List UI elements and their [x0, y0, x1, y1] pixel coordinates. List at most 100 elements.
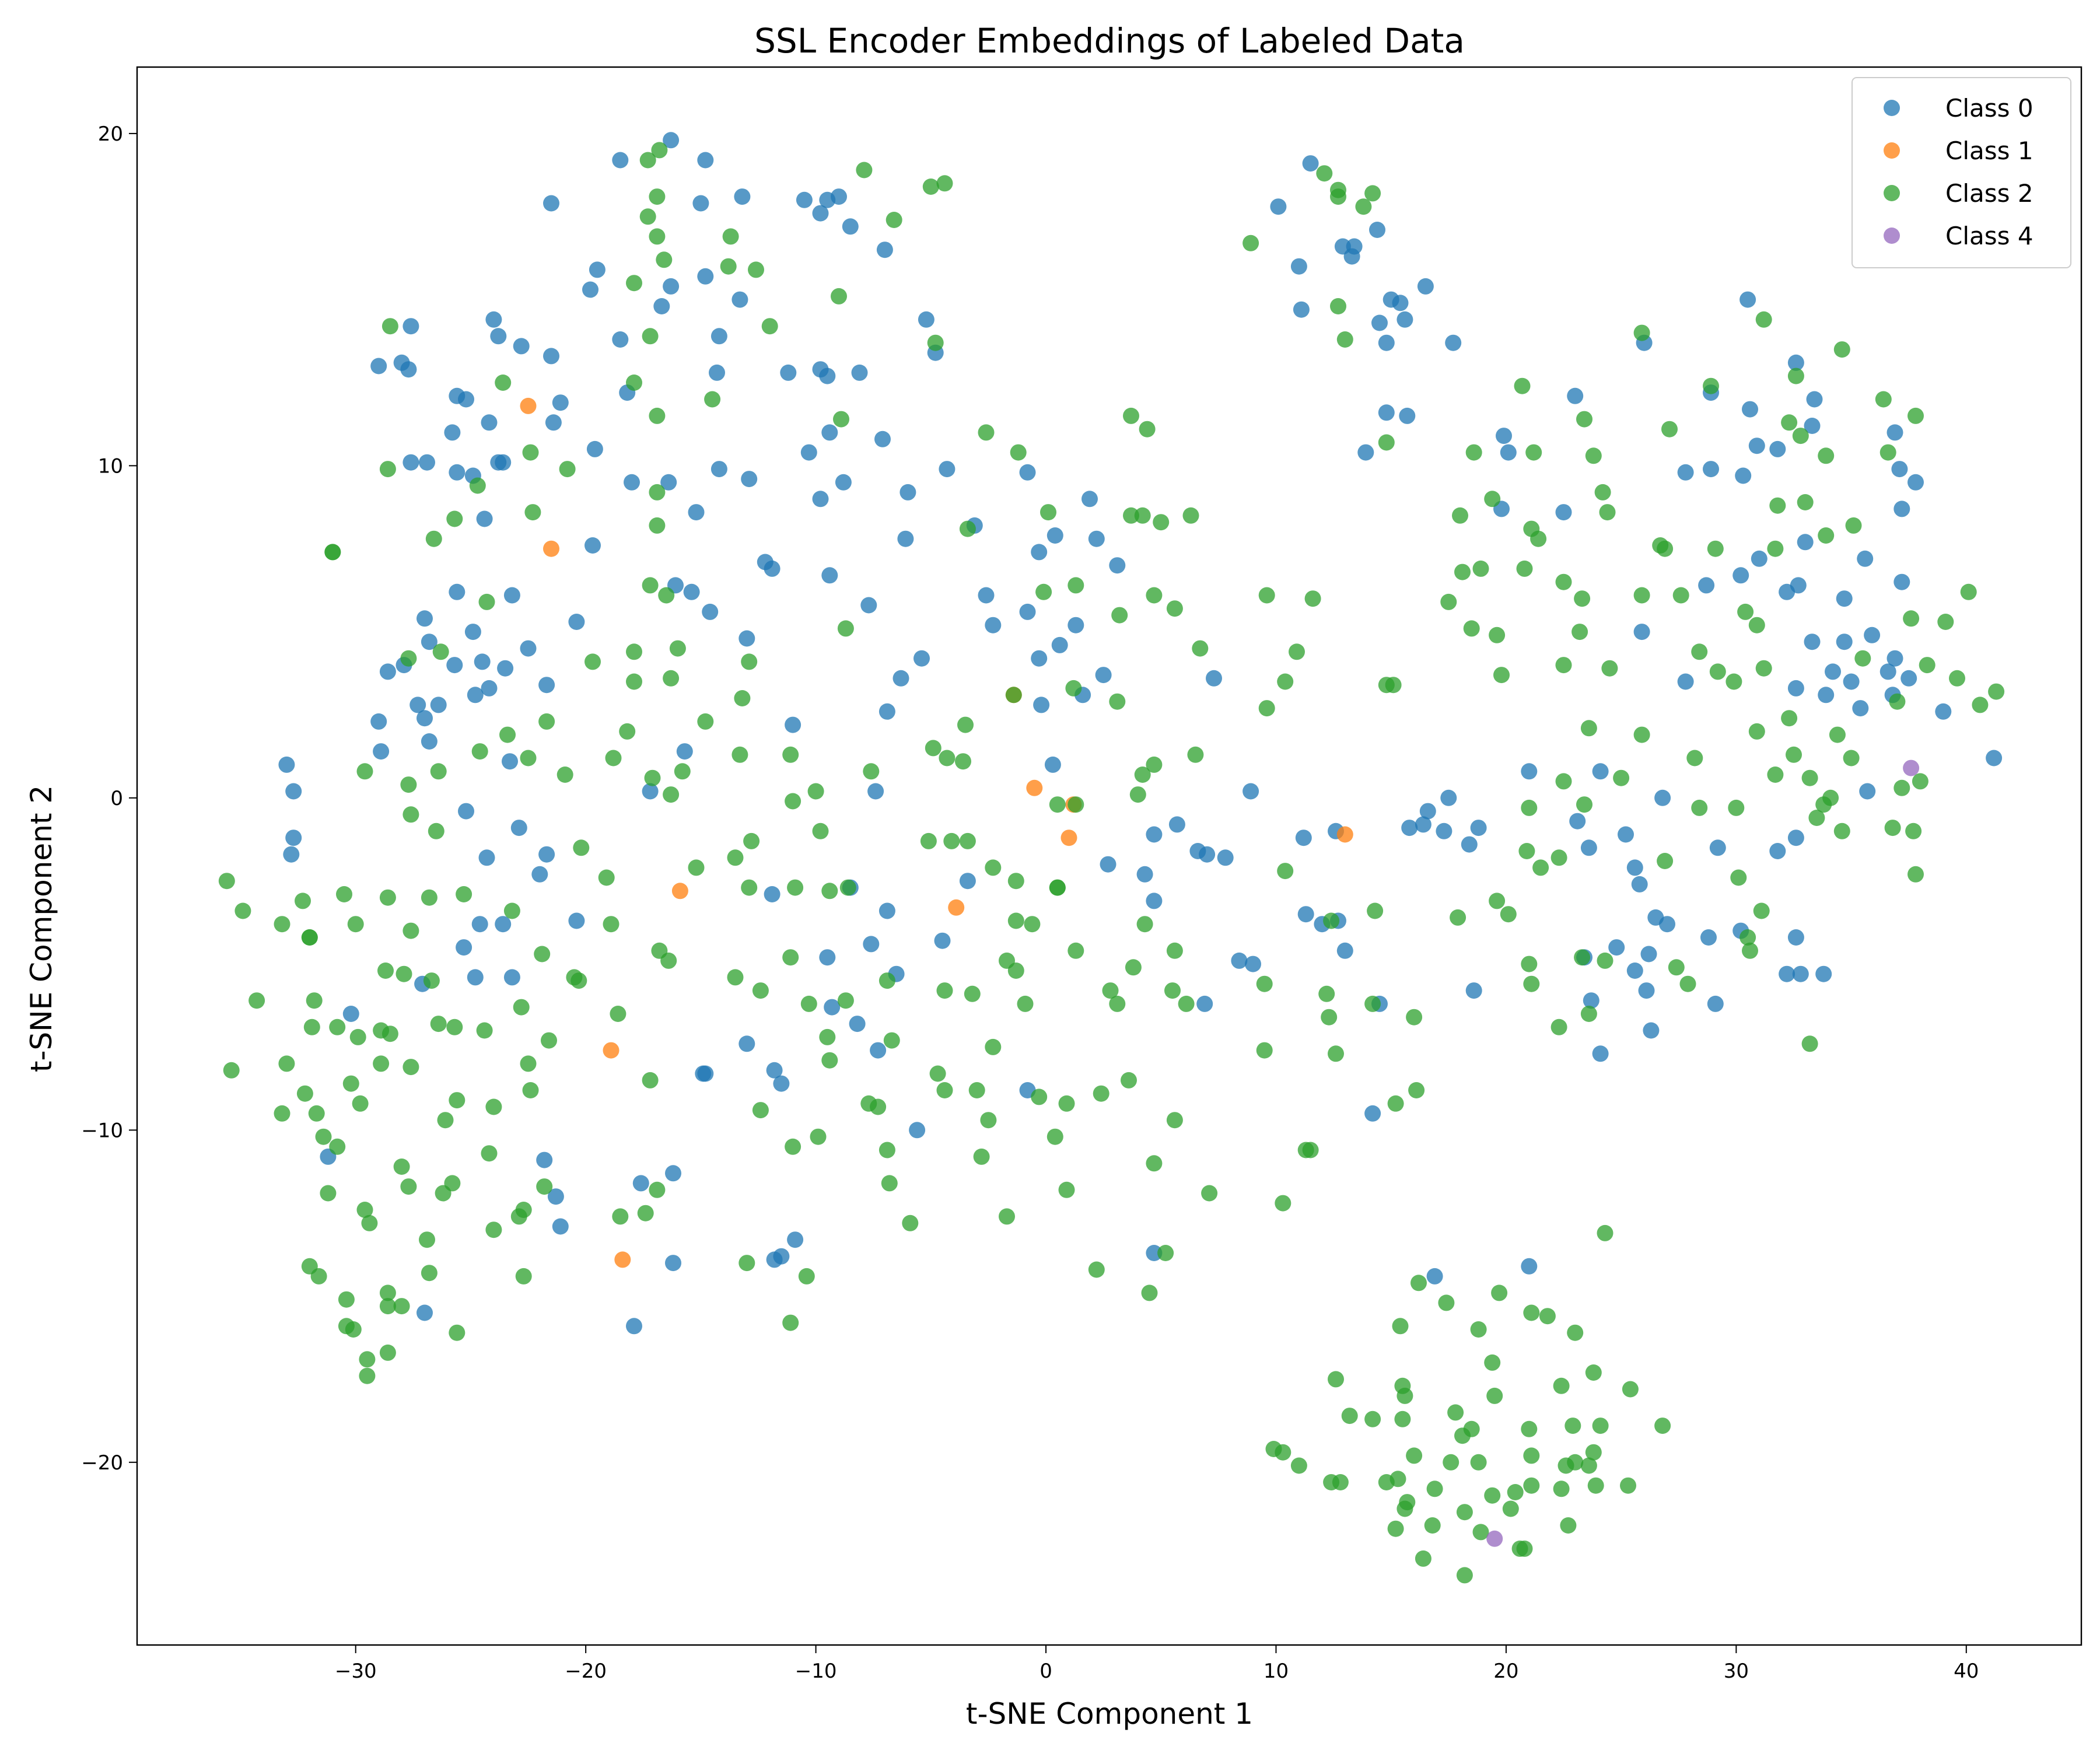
point-class-2-53 — [605, 750, 622, 766]
point-class-1-7 — [948, 899, 965, 916]
point-class-0-3 — [734, 188, 751, 205]
point-class-2-184 — [356, 1202, 373, 1218]
point-class-0-215 — [552, 1218, 569, 1235]
point-class-0-31 — [709, 364, 725, 381]
point-class-2-166 — [878, 1142, 895, 1158]
plot-area-frame — [136, 66, 2082, 1646]
point-class-1-5 — [1060, 830, 1077, 846]
point-class-2-436 — [1620, 1477, 1636, 1494]
point-class-0-266 — [1732, 567, 1749, 584]
point-class-2-411 — [1592, 1418, 1609, 1434]
point-class-0-94 — [497, 660, 514, 677]
point-class-2-277 — [1328, 1045, 1344, 1062]
point-class-0-255 — [1769, 440, 1786, 457]
point-class-2-7 — [886, 212, 902, 228]
point-class-2-171 — [393, 1158, 410, 1175]
point-class-2-287 — [1472, 560, 1489, 577]
point-class-2-300 — [1594, 484, 1611, 501]
point-class-2-94 — [985, 859, 1002, 876]
point-class-2-429 — [1523, 1477, 1540, 1494]
point-class-0-143 — [1415, 816, 1432, 833]
point-class-0-102 — [1206, 670, 1222, 687]
point-class-2-156 — [936, 1082, 953, 1098]
point-class-2-86 — [727, 849, 744, 866]
point-class-0-53 — [660, 474, 677, 491]
point-class-0-12 — [589, 261, 606, 278]
point-class-2-235 — [1005, 687, 1022, 704]
point-class-2-305 — [1633, 324, 1650, 341]
point-class-0-56 — [835, 474, 852, 491]
x-tick-label: 30 — [1724, 1660, 1749, 1683]
point-class-0-55 — [741, 471, 758, 488]
point-class-2-215 — [1182, 507, 1199, 524]
point-class-2-120 — [642, 1072, 659, 1088]
point-class-2-415 — [1275, 1444, 1292, 1461]
point-class-2-55 — [782, 746, 799, 763]
point-class-0-244 — [1500, 444, 1517, 461]
point-class-2-208 — [1010, 444, 1027, 461]
point-class-0-93 — [446, 657, 463, 674]
point-class-2-233 — [1129, 786, 1146, 803]
point-class-2-246 — [1258, 587, 1275, 604]
point-class-2-1 — [639, 152, 656, 169]
point-class-2-13 — [626, 275, 642, 292]
point-class-2-316 — [1748, 617, 1765, 634]
point-class-2-289 — [1489, 626, 1506, 643]
point-class-2-207 — [978, 424, 995, 441]
point-class-2-139 — [296, 1085, 313, 1102]
point-class-2-149 — [522, 1082, 539, 1098]
point-class-2-172 — [400, 1178, 417, 1195]
y-tick-label: 20 — [98, 123, 123, 146]
x-tick-label: −30 — [335, 1660, 377, 1683]
point-class-4-1 — [1486, 1530, 1503, 1547]
point-class-0-22 — [513, 338, 530, 355]
point-class-0-218 — [766, 1251, 783, 1268]
legend-label-class-4: Class 4 — [1945, 222, 2034, 250]
point-class-0-83 — [1051, 636, 1068, 653]
point-class-2-61 — [663, 786, 680, 803]
point-class-2-282 — [1465, 444, 1482, 461]
point-class-2-409 — [1564, 1418, 1581, 1434]
point-class-2-381 — [1523, 975, 1540, 992]
point-class-0-133 — [1100, 856, 1116, 873]
point-class-2-362 — [1740, 929, 1756, 946]
point-class-2-379 — [1597, 952, 1614, 969]
point-class-2-87 — [741, 879, 758, 896]
point-class-1-3 — [1026, 779, 1043, 796]
point-class-2-361 — [1730, 869, 1747, 886]
point-class-2-299 — [1585, 447, 1602, 464]
point-class-2-125 — [782, 949, 799, 966]
point-class-0-34 — [819, 368, 836, 384]
point-class-2-40 — [669, 640, 686, 657]
point-class-2-190 — [738, 1255, 755, 1272]
point-class-0-85 — [416, 610, 433, 627]
point-class-2-308 — [1657, 540, 1674, 557]
point-class-0-37 — [458, 391, 474, 408]
point-class-0-241 — [1399, 407, 1416, 424]
point-class-0-177 — [819, 949, 836, 966]
point-class-2-6 — [639, 208, 656, 225]
point-class-2-209 — [1040, 504, 1056, 521]
point-class-2-175 — [481, 1145, 498, 1162]
point-class-0-82 — [1019, 603, 1036, 620]
point-class-0-28 — [402, 318, 419, 335]
point-class-2-313 — [1703, 377, 1719, 394]
point-class-0-78 — [702, 603, 719, 620]
point-class-2-250 — [1258, 700, 1275, 717]
point-class-2-64 — [807, 783, 824, 800]
x-tick-label: −10 — [795, 1660, 837, 1683]
point-class-2-252 — [1256, 1042, 1273, 1059]
point-class-0-261 — [1735, 467, 1752, 484]
point-class-2-372 — [1532, 859, 1549, 876]
point-class-2-210 — [959, 520, 976, 537]
point-class-2-56 — [356, 763, 373, 780]
point-class-0-238 — [1371, 314, 1388, 331]
point-class-2-437 — [1387, 1520, 1404, 1537]
point-class-2-412 — [1622, 1381, 1639, 1398]
point-class-2-256 — [1275, 1195, 1292, 1212]
point-class-2-402 — [1394, 1410, 1411, 1427]
point-class-2-416 — [1290, 1457, 1307, 1474]
point-class-0-151 — [1580, 839, 1597, 856]
point-class-2-224 — [1109, 693, 1126, 710]
point-class-0-96 — [520, 640, 537, 657]
